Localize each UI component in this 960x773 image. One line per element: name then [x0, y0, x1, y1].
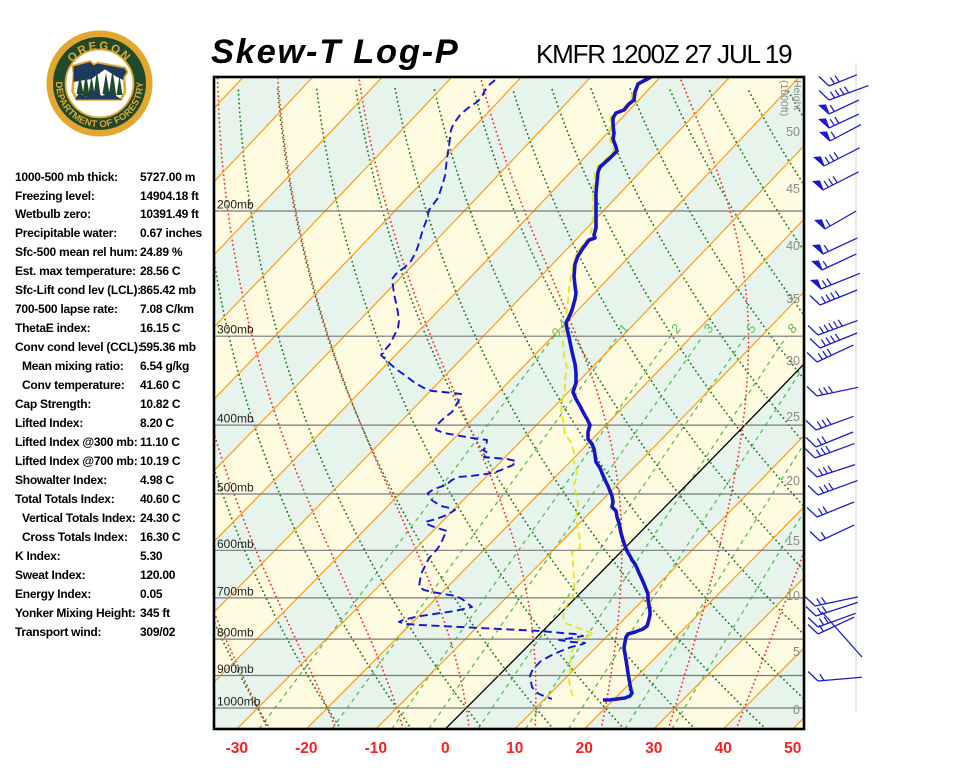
- svg-text:200mb: 200mb: [217, 198, 254, 212]
- svg-text:35: 35: [786, 292, 800, 306]
- svg-text:-10: -10: [365, 740, 387, 757]
- svg-text:20: 20: [786, 474, 800, 488]
- svg-text:700mb: 700mb: [217, 584, 254, 598]
- svg-text:800mb: 800mb: [217, 626, 254, 640]
- svg-text:600mb: 600mb: [217, 537, 254, 551]
- svg-text:0: 0: [441, 740, 450, 757]
- svg-text:1000mb: 1000mb: [217, 695, 261, 709]
- svg-text:5: 5: [793, 645, 800, 659]
- svg-text:25: 25: [786, 410, 800, 424]
- svg-text:45: 45: [786, 182, 800, 196]
- svg-text:20: 20: [576, 740, 593, 757]
- svg-text:10: 10: [786, 589, 800, 603]
- svg-text:(1000ft): (1000ft): [778, 80, 790, 116]
- svg-text:900mb: 900mb: [217, 662, 254, 676]
- svg-text:-30: -30: [226, 740, 248, 757]
- svg-text:40: 40: [715, 740, 732, 757]
- svg-text:300mb: 300mb: [217, 323, 254, 337]
- svg-text:0: 0: [793, 703, 800, 717]
- svg-text:30: 30: [645, 740, 662, 757]
- svg-text:50: 50: [784, 740, 801, 757]
- svg-text:40: 40: [786, 239, 800, 253]
- svg-text:15: 15: [786, 534, 800, 548]
- svg-text:50: 50: [786, 125, 800, 139]
- svg-text:30: 30: [786, 354, 800, 368]
- svg-text:10: 10: [506, 740, 523, 757]
- svg-text:-20: -20: [295, 740, 317, 757]
- svg-text:500mb: 500mb: [217, 481, 254, 495]
- svg-text:Height: Height: [791, 80, 803, 110]
- svg-text:400mb: 400mb: [217, 412, 254, 426]
